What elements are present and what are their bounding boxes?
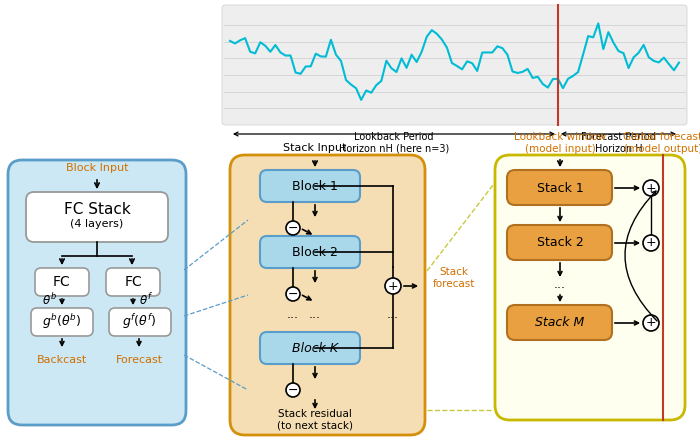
FancyBboxPatch shape <box>230 155 425 435</box>
Text: Block 1: Block 1 <box>292 180 338 193</box>
Text: (4 layers): (4 layers) <box>71 219 124 229</box>
FancyBboxPatch shape <box>260 236 360 268</box>
Text: −: − <box>288 287 298 300</box>
FancyBboxPatch shape <box>507 305 612 340</box>
Text: +: + <box>388 279 398 292</box>
FancyBboxPatch shape <box>35 268 89 296</box>
Circle shape <box>643 235 659 251</box>
Text: Stack 2: Stack 2 <box>537 236 583 249</box>
Text: FC: FC <box>53 275 71 289</box>
Text: Block 2: Block 2 <box>292 245 338 258</box>
Text: Stack Input: Stack Input <box>284 143 346 153</box>
Text: Forecast: Forecast <box>116 355 162 365</box>
Text: +: + <box>645 236 657 249</box>
Text: Lookback Period
Horizon nH (here n=3): Lookback Period Horizon nH (here n=3) <box>339 132 449 154</box>
Text: FC: FC <box>124 275 142 289</box>
Text: −: − <box>288 384 298 396</box>
FancyBboxPatch shape <box>8 160 186 425</box>
Text: Stack
forecast: Stack forecast <box>433 267 475 289</box>
FancyBboxPatch shape <box>495 155 685 420</box>
Text: +: + <box>645 316 657 329</box>
Text: FC Stack: FC Stack <box>64 202 130 218</box>
Circle shape <box>385 278 401 294</box>
Text: $\theta^b$: $\theta^b$ <box>41 292 57 308</box>
Text: Backcast: Backcast <box>37 355 87 365</box>
FancyBboxPatch shape <box>260 170 360 202</box>
Circle shape <box>643 180 659 196</box>
Text: Forecast Period
Horizon H: Forecast Period Horizon H <box>581 132 656 154</box>
FancyBboxPatch shape <box>31 308 93 336</box>
Text: −: − <box>288 222 298 235</box>
Text: Global forecast
(model output): Global forecast (model output) <box>624 132 700 154</box>
Text: ...: ... <box>554 278 566 291</box>
Circle shape <box>286 287 300 301</box>
Circle shape <box>286 221 300 235</box>
Text: $g^f(\theta^f)$: $g^f(\theta^f)$ <box>122 312 156 331</box>
Circle shape <box>286 383 300 397</box>
FancyBboxPatch shape <box>260 332 360 364</box>
Text: Stack M: Stack M <box>536 316 584 329</box>
Text: ...: ... <box>287 308 299 320</box>
FancyBboxPatch shape <box>507 225 612 260</box>
Circle shape <box>643 315 659 331</box>
Text: $g^b(\theta^b)$: $g^b(\theta^b)$ <box>42 312 82 331</box>
Text: Block Input: Block Input <box>66 163 128 173</box>
FancyBboxPatch shape <box>507 170 612 205</box>
Text: $\theta^f$: $\theta^f$ <box>139 292 153 308</box>
Text: Block K: Block K <box>292 342 338 354</box>
Text: ...: ... <box>309 308 321 320</box>
Text: Lookback window
(model input): Lookback window (model input) <box>514 132 606 154</box>
Text: Stack residual
(to next stack): Stack residual (to next stack) <box>277 409 353 431</box>
FancyBboxPatch shape <box>106 268 160 296</box>
FancyBboxPatch shape <box>222 5 687 125</box>
Text: ...: ... <box>387 308 399 320</box>
Text: Stack 1: Stack 1 <box>537 181 583 194</box>
FancyBboxPatch shape <box>109 308 171 336</box>
FancyBboxPatch shape <box>26 192 168 242</box>
Text: +: + <box>645 181 657 194</box>
